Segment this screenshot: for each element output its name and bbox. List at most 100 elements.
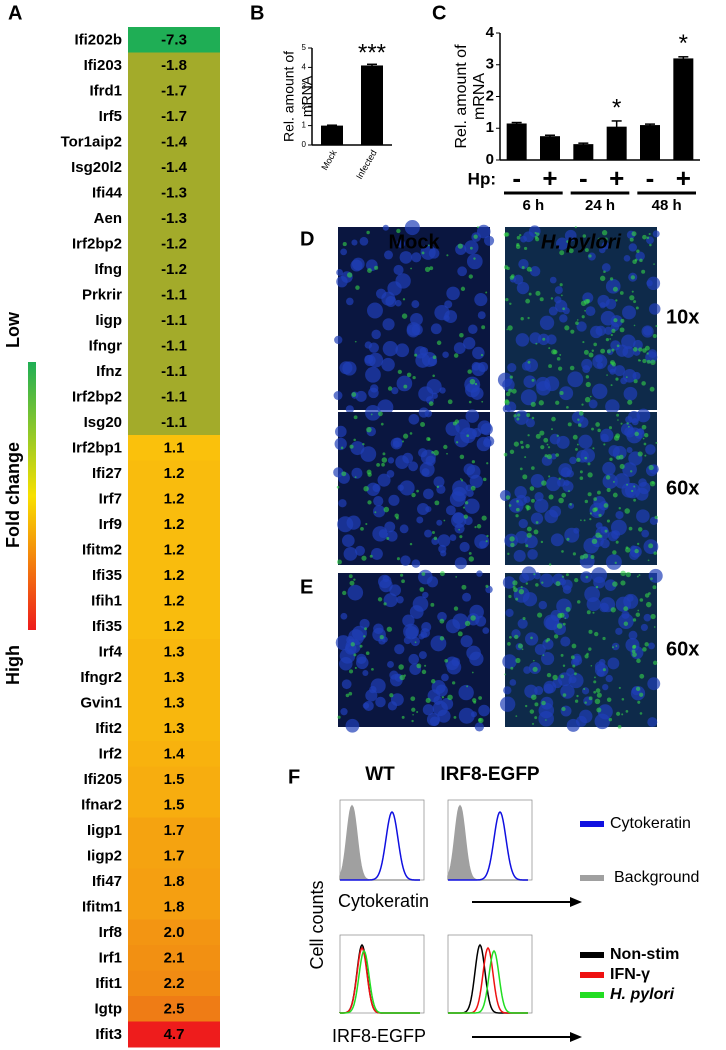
nucleus [334, 437, 347, 451]
heat-value: 1.3 [164, 669, 185, 686]
nucleus [560, 636, 571, 647]
signal [581, 315, 585, 319]
nucleus [643, 613, 652, 622]
signal [507, 325, 513, 331]
signal [459, 332, 464, 338]
nucleus [483, 235, 495, 246]
legend-swatch [580, 992, 604, 998]
nucleus [559, 314, 568, 323]
signal [403, 384, 408, 389]
signal [556, 357, 561, 361]
signal [617, 724, 622, 729]
nucleus [409, 605, 424, 619]
bar [506, 123, 527, 160]
nucleus [540, 696, 554, 710]
signal [643, 442, 647, 446]
signal [583, 687, 586, 691]
signal [606, 487, 611, 493]
signal [562, 307, 565, 311]
signal [401, 715, 405, 719]
signal [537, 612, 543, 618]
signal [365, 651, 370, 655]
nucleus [470, 711, 477, 718]
signal [567, 490, 571, 493]
gene-label: Ifnar2 [81, 797, 122, 814]
signal [455, 575, 458, 578]
signal [592, 611, 595, 614]
signal [623, 606, 629, 612]
signal [530, 401, 536, 407]
signal [478, 696, 482, 700]
signal [632, 645, 636, 649]
legend-swatch [580, 952, 604, 958]
nucleus [395, 273, 411, 289]
signal [515, 715, 518, 718]
nucleus [404, 219, 420, 236]
signal [485, 291, 488, 294]
signal [590, 555, 595, 559]
nucleus [549, 276, 557, 284]
heat-value: -1.2 [161, 261, 187, 278]
nucleus [396, 375, 413, 392]
signal [619, 463, 625, 470]
nucleus [462, 592, 472, 602]
signal [581, 403, 584, 406]
nucleus [421, 468, 430, 477]
signal [509, 536, 515, 542]
heat-cell [128, 282, 220, 308]
signal [645, 601, 652, 608]
signal [403, 433, 409, 439]
nucleus [560, 467, 571, 478]
signal [587, 492, 592, 497]
heat-cell [128, 792, 220, 818]
signal [527, 434, 530, 437]
heat-value: 4.7 [164, 1026, 185, 1043]
signal [617, 419, 619, 421]
signal [535, 521, 539, 524]
signal [646, 236, 650, 240]
nucleus [544, 376, 560, 392]
nucleus [552, 573, 565, 586]
nucleus [470, 387, 484, 400]
nucleus [600, 428, 614, 442]
heat-cell [128, 358, 220, 385]
nucleus [372, 483, 381, 493]
signal [530, 498, 535, 503]
heat-cell [128, 384, 220, 410]
signal [605, 475, 611, 480]
signal [595, 532, 601, 538]
signal [602, 668, 606, 672]
signal [457, 631, 463, 637]
signal [647, 559, 650, 562]
signal [553, 634, 559, 639]
nucleus [517, 618, 528, 629]
heat-value: 1.5 [164, 797, 185, 814]
signal [588, 696, 593, 701]
significance: * [679, 30, 688, 57]
signal [619, 291, 624, 295]
signal [546, 443, 549, 446]
signal [433, 450, 439, 456]
nucleus [641, 325, 654, 338]
signal [639, 598, 644, 602]
signal [400, 573, 404, 577]
histogram [339, 804, 420, 881]
signal [608, 717, 613, 722]
heat-cell [128, 741, 220, 767]
signal [571, 643, 577, 649]
signal [504, 400, 510, 406]
signal [510, 666, 514, 670]
signal [521, 648, 524, 651]
column-label: WT [365, 764, 395, 785]
signal [555, 453, 560, 457]
signal [539, 297, 544, 302]
nucleus [605, 399, 620, 414]
nucleus [469, 651, 484, 666]
gene-label: Ifi47 [92, 873, 122, 890]
signal [520, 445, 524, 449]
nucleus [422, 591, 429, 599]
signal [366, 426, 372, 433]
signal [486, 534, 489, 538]
signal [453, 715, 457, 719]
signal [387, 386, 393, 391]
